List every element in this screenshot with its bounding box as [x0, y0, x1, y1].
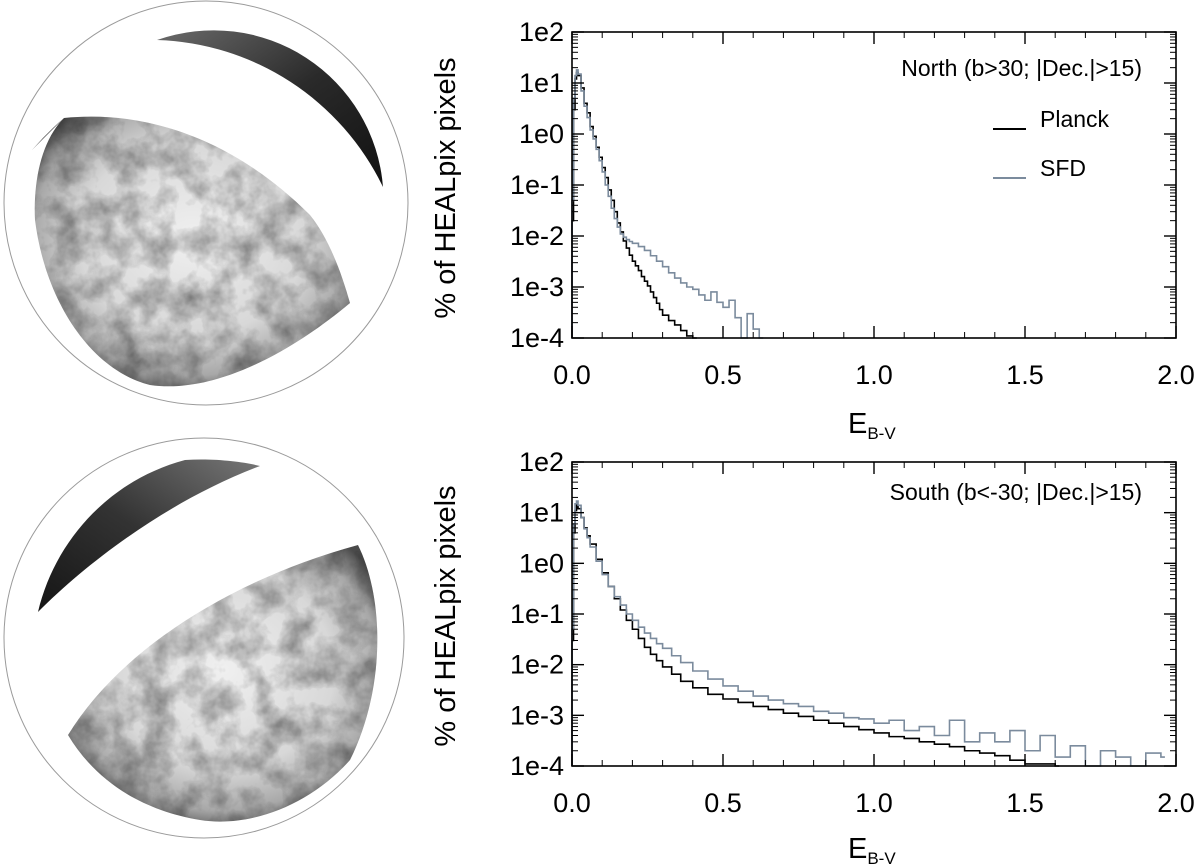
north-map-boundary [3, 0, 409, 406]
north-annotation: North (b>30; |Dec.|>15) [901, 55, 1142, 81]
south-y-tick-label: 1e-1 [510, 599, 564, 629]
north-x-tick-label: 2.0 [1157, 360, 1195, 390]
north-x-tick-label: 1.0 [855, 360, 893, 390]
north-y-ticks: 1e2 1e1 1e0 1e-1 1e-2 1e-3 1e-4 [510, 17, 1176, 353]
north-map-upper-sliver [157, 30, 383, 187]
north-x-axis-label-main: E [848, 408, 867, 440]
north-plot-series [571, 69, 764, 339]
north-x-ticks: 0.0 0.5 1.0 1.5 2.0 [553, 32, 1195, 390]
north-y-tick-label: 1e-4 [510, 323, 564, 353]
north-y-tick-label: 1e-2 [510, 221, 564, 251]
south-x-axis-label: EB-V [848, 833, 896, 864]
legend-sfd-label: SFD [1040, 155, 1086, 181]
north-series-sfd-line [571, 69, 764, 339]
south-y-ticks: 1e2 1e1 1e0 1e-1 1e-2 1e-3 1e-4 [510, 447, 1176, 781]
south-y-tick-label: 1e-3 [510, 700, 564, 730]
north-y-tick-label: 1e1 [519, 68, 564, 98]
south-map-boundary [3, 437, 405, 839]
south-x-tick-label: 2.0 [1157, 788, 1195, 818]
north-histogram-chart: 1e2 1e1 1e0 1e-1 1e-2 1e-3 1e-4 0.0 0.5 1.0 1.5 2.… [430, 17, 1195, 443]
south-series-sfd-line [571, 500, 1165, 767]
north-polar-cap-map [3, 0, 409, 406]
south-y-tick-label: 1e0 [519, 548, 564, 578]
north-y-tick-label: 1e2 [519, 17, 564, 47]
north-x-axis-label: EB-V [848, 408, 896, 443]
north-y-axis-label: % of HEALpix pixels [430, 57, 462, 318]
legend-planck-label: Planck [1040, 106, 1110, 132]
north-x-tick-label: 0.5 [704, 360, 742, 390]
south-annotation: South (b<-30; |Dec.|>15) [890, 479, 1142, 505]
south-y-axis-label: % of HEALpix pixels [430, 485, 462, 746]
south-x-axis-label-main: E [848, 833, 867, 864]
south-y-tick-label: 1e2 [519, 447, 564, 477]
north-x-tick-label: 1.5 [1006, 360, 1044, 390]
north-x-tick-label: 0.0 [553, 360, 591, 390]
south-map-upper-sliver [38, 459, 260, 612]
north-x-axis-label-sub: B-V [867, 424, 896, 443]
north-map-texture [34, 116, 350, 387]
south-polar-cap-map [3, 437, 405, 839]
north-y-tick-label: 1e-1 [510, 170, 564, 200]
south-y-tick-label: 1e1 [519, 498, 564, 528]
legend: Planck SFD [993, 106, 1110, 181]
south-x-tick-label: 1.0 [855, 788, 893, 818]
south-plot-series [571, 500, 1165, 767]
south-x-tick-label: 0.0 [553, 788, 591, 818]
south-y-tick-label: 1e-4 [510, 751, 564, 781]
north-y-tick-label: 1e-3 [510, 272, 564, 302]
south-x-axis-label-sub: B-V [867, 849, 896, 864]
south-y-tick-label: 1e-2 [510, 650, 564, 680]
north-y-tick-label: 1e0 [519, 119, 564, 149]
south-series-planck-line [571, 504, 1060, 767]
south-map-texture [68, 545, 378, 822]
south-histogram-chart: 1e2 1e1 1e0 1e-1 1e-2 1e-3 1e-4 0.0 0.5 1.0 1.5 2.… [430, 447, 1195, 864]
north-series-planck-line [571, 71, 697, 339]
south-x-tick-label: 0.5 [704, 788, 742, 818]
south-x-ticks: 0.0 0.5 1.0 1.5 2.0 [553, 462, 1195, 818]
south-x-tick-label: 1.5 [1006, 788, 1044, 818]
